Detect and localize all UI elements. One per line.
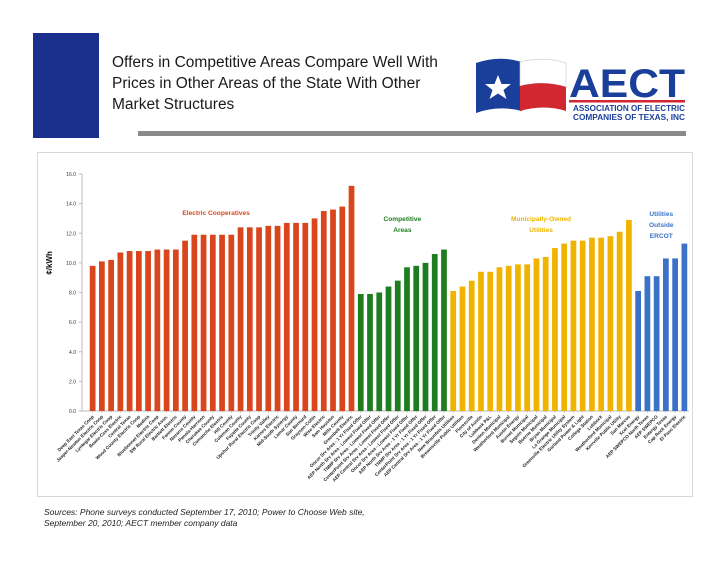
bar	[450, 291, 457, 411]
group-annotation: Municipally-Owned	[511, 216, 571, 223]
bar	[626, 219, 632, 411]
bar	[524, 264, 531, 411]
bar	[376, 292, 383, 411]
bar	[533, 258, 540, 411]
bar	[681, 243, 688, 411]
slide-title: Offers in Competitive Areas Compare Well…	[112, 54, 438, 113]
bar	[478, 271, 484, 411]
bar	[431, 253, 438, 411]
bar	[219, 234, 225, 411]
group-annotation: Utilities	[649, 211, 673, 218]
bar	[404, 267, 410, 411]
bar	[209, 234, 216, 411]
bar	[357, 293, 364, 411]
bar	[348, 185, 355, 411]
bar	[542, 256, 549, 411]
bar	[283, 222, 290, 411]
bar	[320, 211, 327, 411]
logo-line-1: ASSOCIATION OF ELECTRIC	[573, 104, 685, 113]
y-tick-label: 16.0	[66, 172, 76, 178]
bar	[394, 280, 401, 411]
bar	[237, 227, 244, 411]
bar	[89, 265, 96, 411]
bar	[607, 236, 614, 411]
bar	[154, 249, 161, 411]
bar	[635, 291, 642, 411]
bar	[570, 240, 577, 411]
sources-note: Sources: Phone surveys conducted Septemb…	[44, 507, 365, 528]
bar	[598, 237, 605, 411]
y-axis-label: ¢/kWh	[45, 251, 54, 275]
bar	[246, 227, 253, 411]
bar	[459, 286, 466, 411]
y-tick-label: 14.0	[66, 202, 76, 208]
bar	[385, 286, 392, 411]
group-annotation: Competitive	[383, 216, 421, 223]
bar	[126, 251, 133, 411]
group-annotation: Utilities	[529, 227, 553, 234]
group-annotation: ERCOT	[650, 233, 673, 240]
bar	[108, 259, 114, 411]
y-tick-label: 0.0	[69, 409, 76, 415]
bar	[182, 240, 188, 411]
group-annotation: Electric Cooperatives	[182, 210, 250, 217]
y-tick-label: 12.0	[66, 231, 76, 237]
bar	[496, 267, 503, 411]
texas-flag-icon	[476, 58, 567, 113]
bar	[311, 218, 318, 411]
bar	[616, 231, 623, 411]
bar	[561, 243, 568, 411]
group-annotation: Outside	[649, 222, 674, 229]
bar	[515, 264, 521, 411]
bar	[228, 234, 235, 411]
bar	[672, 258, 678, 411]
bar	[505, 265, 512, 411]
bar	[441, 249, 447, 411]
bar	[663, 258, 669, 411]
bar	[274, 225, 281, 411]
bar	[117, 252, 124, 411]
bar	[330, 209, 336, 411]
y-tick-label: 4.0	[69, 350, 76, 356]
bar	[302, 222, 309, 411]
price-bar-chart: 0.02.04.06.08.010.012.014.016.0¢/kWhDeep…	[45, 172, 689, 483]
aect-logo: AECT ASSOCIATION OF ELECTRIC COMPANIES O…	[476, 58, 685, 122]
bar	[145, 251, 151, 411]
bar	[135, 251, 142, 411]
title-accent-block	[33, 33, 99, 138]
bar	[191, 234, 198, 411]
bar	[339, 206, 346, 411]
logo-wordmark: AECT	[569, 62, 685, 106]
y-tick-label: 2.0	[69, 379, 76, 385]
y-tick-label: 10.0	[66, 261, 76, 267]
y-tick-label: 6.0	[69, 320, 76, 326]
bar	[367, 293, 373, 411]
bar	[422, 262, 429, 411]
bar	[589, 237, 595, 411]
bar	[653, 276, 660, 411]
bar	[265, 225, 272, 411]
bar	[579, 240, 586, 411]
title-divider	[138, 131, 686, 136]
bar	[552, 248, 558, 411]
bar	[413, 265, 420, 411]
bar	[163, 249, 170, 411]
group-annotation: Areas	[393, 227, 412, 234]
bar	[487, 271, 494, 411]
logo-line-2: COMPANIES OF TEXAS, INC	[573, 113, 685, 122]
bar	[644, 276, 651, 411]
bar	[293, 222, 299, 411]
bar	[468, 280, 475, 411]
bar	[200, 234, 207, 411]
y-tick-label: 8.0	[69, 291, 76, 297]
bar	[172, 249, 179, 411]
bar	[256, 227, 262, 411]
bar	[99, 261, 105, 411]
